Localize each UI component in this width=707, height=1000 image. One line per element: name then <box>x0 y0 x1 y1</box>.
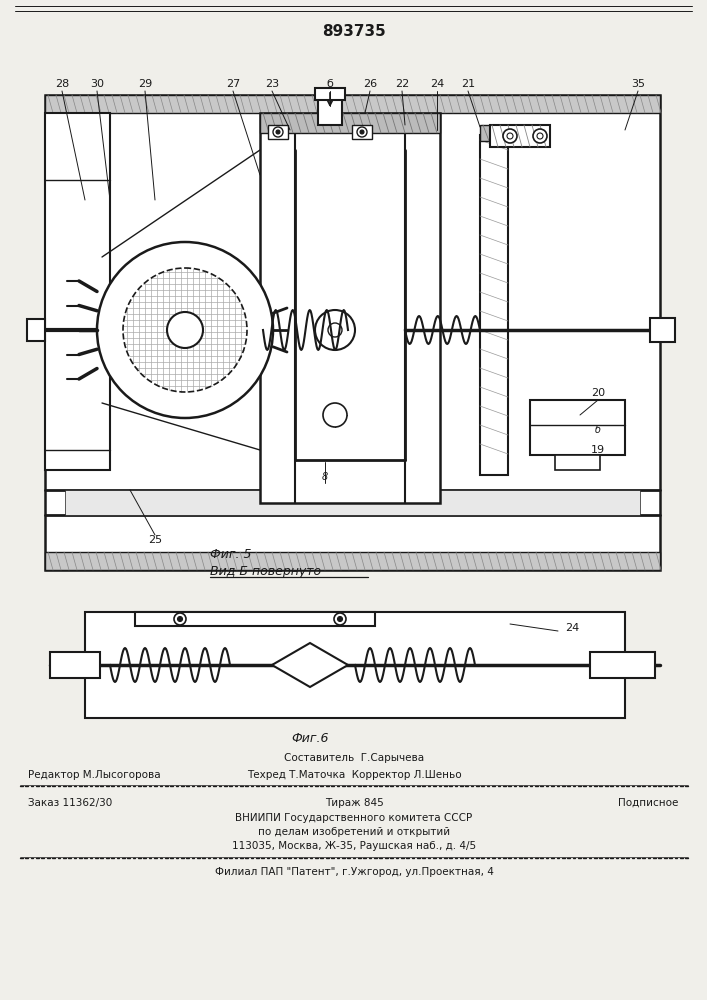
Circle shape <box>328 323 342 337</box>
Bar <box>45 113 110 470</box>
Circle shape <box>334 613 346 625</box>
Bar <box>260 113 440 133</box>
Circle shape <box>537 133 543 139</box>
Bar <box>480 135 508 475</box>
Bar <box>555 455 600 470</box>
Circle shape <box>503 129 517 143</box>
Text: Тираж 845: Тираж 845 <box>325 798 383 808</box>
Text: ВНИИПИ Государственного комитета СССР: ВНИИПИ Государственного комитета СССР <box>235 813 472 823</box>
Text: Техред Т.Маточка  Корректор Л.Шеньо: Техред Т.Маточка Корректор Л.Шеньо <box>247 770 461 780</box>
Bar <box>85 612 625 718</box>
Circle shape <box>273 127 283 137</box>
Text: 20: 20 <box>591 388 605 398</box>
Text: 29: 29 <box>138 79 152 89</box>
Bar <box>45 95 660 570</box>
Bar <box>650 318 675 342</box>
Circle shape <box>276 130 280 134</box>
Bar <box>50 652 100 678</box>
Text: Заказ 11362/30: Заказ 11362/30 <box>28 798 112 808</box>
Bar <box>352 125 372 139</box>
Bar <box>65 490 640 515</box>
Bar <box>315 88 345 100</box>
Bar <box>45 552 660 570</box>
Text: 24: 24 <box>430 79 444 89</box>
Bar <box>45 95 660 113</box>
Text: 8: 8 <box>322 472 328 482</box>
Bar <box>268 125 288 139</box>
Bar <box>27 319 45 341</box>
Text: 28: 28 <box>55 79 69 89</box>
Circle shape <box>167 312 203 348</box>
Text: 23: 23 <box>265 79 279 89</box>
Text: 26: 26 <box>363 79 377 89</box>
Text: 19: 19 <box>591 445 605 455</box>
Text: Подписное: Подписное <box>618 798 678 808</box>
Text: 113035, Москва, Ж-35, Раушская наб., д. 4/5: 113035, Москва, Ж-35, Раушская наб., д. … <box>232 841 476 851</box>
Bar <box>260 113 440 503</box>
Bar <box>480 125 508 141</box>
Circle shape <box>323 403 347 427</box>
Text: б: б <box>327 79 334 89</box>
Bar <box>530 400 625 455</box>
Text: 21: 21 <box>461 79 475 89</box>
Text: 25: 25 <box>148 535 162 545</box>
Circle shape <box>507 133 513 139</box>
Circle shape <box>337 616 342 621</box>
Text: Составитель  Г.Сарычева: Составитель Г.Сарычева <box>284 753 424 763</box>
Text: Редактор М.Лысогорова: Редактор М.Лысогорова <box>28 770 160 780</box>
Text: Фиг. 5: Фиг. 5 <box>210 548 252 562</box>
Text: Фиг.6: Фиг.6 <box>291 732 329 744</box>
Circle shape <box>97 242 273 418</box>
Bar <box>135 612 375 626</box>
Circle shape <box>360 130 364 134</box>
Circle shape <box>357 127 367 137</box>
Circle shape <box>174 613 186 625</box>
Text: 893735: 893735 <box>322 24 386 39</box>
Text: Вид Б повернуто: Вид Б повернуто <box>210 566 321 578</box>
Text: 24: 24 <box>565 623 579 633</box>
Circle shape <box>177 616 182 621</box>
Bar <box>318 95 342 125</box>
Text: Филиал ПАП "Патент", г.Ужгород, ул.Проектная, 4: Филиал ПАП "Патент", г.Ужгород, ул.Проек… <box>214 867 493 877</box>
Text: 27: 27 <box>226 79 240 89</box>
Text: б: б <box>595 425 601 435</box>
Bar <box>590 652 655 678</box>
Polygon shape <box>272 643 348 687</box>
Circle shape <box>315 310 355 350</box>
Text: 22: 22 <box>395 79 409 89</box>
Bar <box>490 125 550 147</box>
Text: по делам изобретений и открытий: по делам изобретений и открытий <box>258 827 450 837</box>
Circle shape <box>533 129 547 143</box>
Text: 35: 35 <box>631 79 645 89</box>
Text: 30: 30 <box>90 79 104 89</box>
